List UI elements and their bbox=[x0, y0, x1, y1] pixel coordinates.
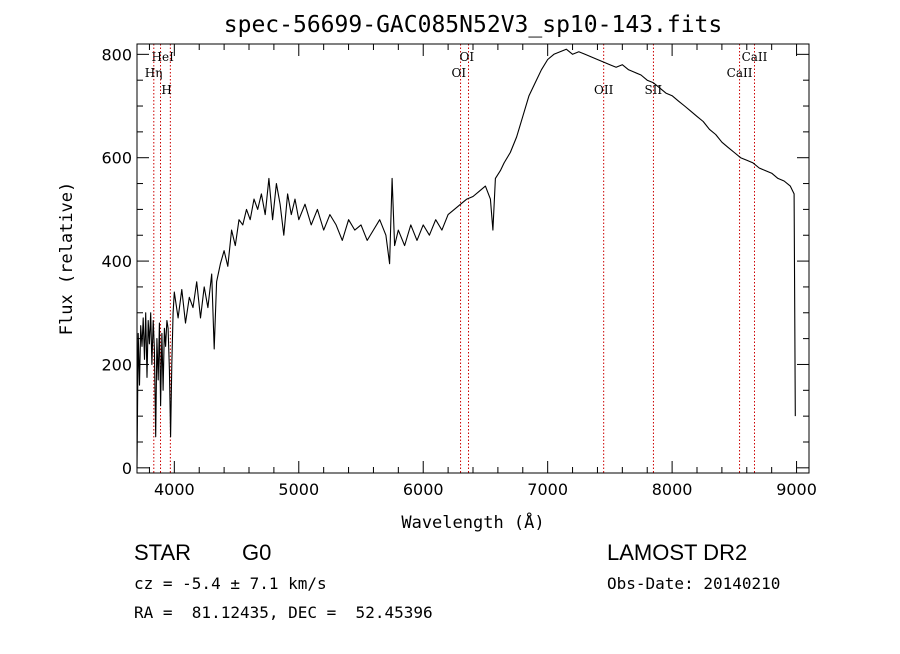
y-tick-label: 400 bbox=[101, 252, 132, 271]
spectral-line-label: HeI bbox=[152, 50, 175, 64]
x-tick-label: 4000 bbox=[154, 480, 195, 499]
chart-title: spec-56699-GAC085N52V3_sp10-143.fits bbox=[224, 12, 723, 38]
spectral-line-label: CaII bbox=[727, 66, 753, 80]
spectrum-line bbox=[136, 48, 796, 468]
x-tick-label: 8000 bbox=[652, 480, 693, 499]
x-tick-label: 6000 bbox=[403, 480, 444, 499]
survey-name: LAMOST DR2 bbox=[607, 540, 748, 565]
x-tick-label: 9000 bbox=[776, 480, 817, 499]
object-class: STAR bbox=[134, 540, 192, 565]
x-axis-label: Wavelength (Å) bbox=[401, 511, 544, 533]
y-axis-label: Flux (relative) bbox=[57, 182, 77, 336]
redshift-text: cz = -5.4 ± 7.1 km/s bbox=[134, 574, 327, 593]
y-tick-label: 0 bbox=[122, 459, 132, 478]
spectral-line-label: OI bbox=[460, 50, 475, 64]
coordinates-text: RA = 81.12435, DEC = 52.45396 bbox=[134, 603, 433, 622]
y-tick-label: 200 bbox=[101, 355, 132, 374]
plot-frame bbox=[136, 43, 810, 474]
y-tick-label: 600 bbox=[101, 149, 132, 168]
spectral-subclass: G0 bbox=[242, 540, 272, 565]
observation-date: Obs-Date: 20140210 bbox=[607, 574, 781, 593]
spectral-line-label: OII bbox=[594, 83, 614, 97]
y-tick-label: 800 bbox=[101, 45, 132, 64]
spectral-line-label: H bbox=[161, 83, 171, 97]
spectral-line-label: SII bbox=[644, 83, 662, 97]
spectral-line-label: Hη bbox=[145, 66, 163, 80]
spectral-line-label: OI bbox=[452, 66, 467, 80]
x-tick-label: 5000 bbox=[278, 480, 319, 499]
x-tick-label: 7000 bbox=[527, 480, 568, 499]
spectral-line-label: CaII bbox=[742, 50, 768, 64]
